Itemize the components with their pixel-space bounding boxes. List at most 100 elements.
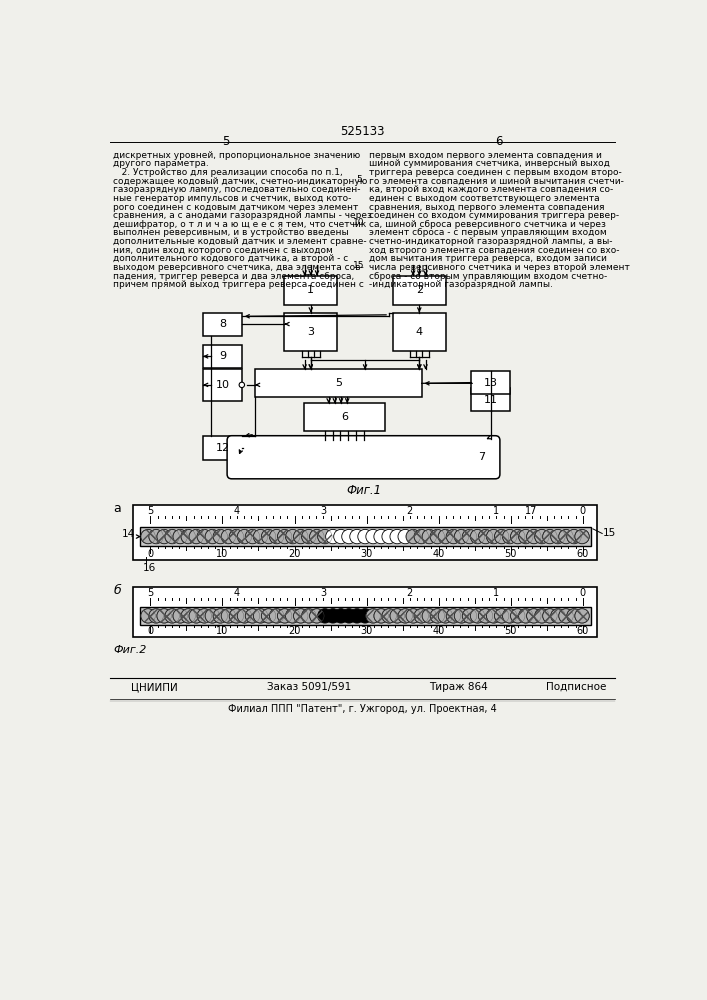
Circle shape — [262, 529, 276, 544]
Circle shape — [414, 609, 428, 623]
Circle shape — [310, 529, 324, 544]
Circle shape — [366, 529, 380, 544]
Circle shape — [374, 609, 388, 623]
Text: 60: 60 — [577, 549, 589, 559]
Circle shape — [575, 609, 590, 623]
Text: сравнения, а с анодами газоразрядной лампы - через: сравнения, а с анодами газоразрядной лам… — [113, 211, 372, 220]
Text: ные генератор импульсов и счетчик, выход кото-: ные генератор импульсов и счетчик, выход… — [113, 194, 351, 203]
Bar — [472, 388, 510, 411]
Circle shape — [157, 609, 171, 623]
Text: 5: 5 — [335, 378, 341, 388]
Bar — [304, 403, 385, 431]
Text: сравнения, выход первого элемента совпадения: сравнения, выход первого элемента совпад… — [369, 203, 604, 212]
Bar — [139, 607, 590, 625]
Bar — [284, 312, 337, 351]
Text: 20: 20 — [288, 626, 300, 636]
Text: Подписное: Подписное — [546, 682, 606, 692]
Circle shape — [189, 529, 204, 544]
Text: 17: 17 — [525, 506, 537, 516]
Text: 525133: 525133 — [339, 125, 384, 138]
Text: 5: 5 — [147, 506, 153, 516]
Circle shape — [398, 609, 412, 623]
Text: элемент сброса - с первым управляющим входом: элемент сброса - с первым управляющим вх… — [369, 228, 607, 237]
Text: 10: 10 — [216, 380, 230, 390]
Text: триггера реверса соединен с первым входом второ-: триггера реверса соединен с первым входо… — [369, 168, 621, 177]
Bar — [472, 371, 510, 394]
Text: 1: 1 — [493, 506, 499, 516]
Circle shape — [446, 529, 461, 544]
Text: 15: 15 — [603, 528, 617, 538]
Circle shape — [422, 529, 437, 544]
Circle shape — [470, 529, 485, 544]
Text: 40: 40 — [433, 549, 445, 559]
Circle shape — [181, 529, 195, 544]
Circle shape — [341, 609, 356, 623]
Text: содержащее кодовый датчик, счетно-индикаторную: содержащее кодовый датчик, счетно-индика… — [113, 177, 368, 186]
Text: соединен со входом суммирования триггера ревер-: соединен со входом суммирования триггера… — [369, 211, 619, 220]
Text: дополнительного кодового датчика, а второй - с: дополнительного кодового датчика, а втор… — [113, 254, 349, 263]
Text: б: б — [113, 584, 121, 597]
Bar — [203, 369, 242, 401]
Bar — [134, 505, 597, 560]
Circle shape — [213, 609, 228, 623]
Circle shape — [430, 529, 445, 544]
Circle shape — [406, 609, 421, 623]
Text: 5: 5 — [222, 135, 229, 148]
Text: Тираж 864: Тираж 864 — [429, 682, 488, 692]
Text: 2. Устройство для реализации способа по п.1,: 2. Устройство для реализации способа по … — [113, 168, 343, 177]
Text: 13: 13 — [484, 378, 498, 388]
Text: 3: 3 — [320, 506, 327, 516]
Text: дискретных уровней, пропорциональное значению: дискретных уровней, пропорциональное зна… — [113, 151, 361, 160]
Circle shape — [286, 609, 300, 623]
Text: ход второго элемента совпадения соединен со вхо-: ход второго элемента совпадения соединен… — [369, 246, 619, 255]
Circle shape — [334, 529, 348, 544]
Circle shape — [494, 609, 509, 623]
Text: сброса - со вторым управляющим входом счетно-: сброса - со вторым управляющим входом сч… — [369, 272, 607, 281]
Text: Фиг.1: Фиг.1 — [346, 484, 381, 497]
Circle shape — [293, 609, 308, 623]
Text: Фиг.2: Фиг.2 — [113, 645, 146, 655]
Text: выходом реверсивного счетчика, два элемента сов-: выходом реверсивного счетчика, два элеме… — [113, 263, 364, 272]
Circle shape — [390, 529, 404, 544]
Text: 30: 30 — [361, 549, 373, 559]
Text: рого соединен с кодовым датчиком через элемент: рого соединен с кодовым датчиком через э… — [113, 203, 358, 212]
Circle shape — [382, 529, 397, 544]
Text: падения, триггер реверса и два элемента сброса,: падения, триггер реверса и два элемента … — [113, 272, 354, 281]
Text: 10: 10 — [216, 549, 228, 559]
Text: 4: 4 — [416, 327, 423, 337]
Text: газоразрядную лампу, последовательно соединен-: газоразрядную лампу, последовательно сое… — [113, 185, 361, 194]
Text: 14: 14 — [122, 529, 135, 539]
Circle shape — [141, 609, 156, 623]
Text: ЦНИИПИ: ЦНИИПИ — [131, 682, 177, 692]
Circle shape — [213, 529, 228, 544]
Circle shape — [197, 529, 211, 544]
Circle shape — [398, 529, 412, 544]
Text: дешифратор, о т л и ч а ю щ е е с я тем, что счетчик: дешифратор, о т л и ч а ю щ е е с я тем,… — [113, 220, 366, 229]
Circle shape — [173, 609, 187, 623]
Circle shape — [326, 529, 340, 544]
Circle shape — [551, 609, 565, 623]
Circle shape — [277, 609, 292, 623]
Circle shape — [527, 609, 541, 623]
Circle shape — [277, 529, 292, 544]
FancyBboxPatch shape — [227, 436, 500, 479]
Circle shape — [358, 529, 373, 544]
Circle shape — [350, 529, 364, 544]
Circle shape — [543, 609, 557, 623]
Text: 2: 2 — [407, 506, 413, 516]
Circle shape — [149, 529, 163, 544]
Circle shape — [479, 529, 493, 544]
Circle shape — [165, 609, 180, 623]
Text: 8: 8 — [219, 319, 226, 329]
Circle shape — [518, 529, 533, 544]
Circle shape — [534, 529, 549, 544]
Circle shape — [189, 609, 204, 623]
Bar — [203, 345, 242, 368]
Text: 60: 60 — [577, 626, 589, 636]
Text: -индикаторной газоразрядной лампы.: -индикаторной газоразрядной лампы. — [369, 280, 553, 289]
Circle shape — [239, 382, 245, 388]
Circle shape — [390, 609, 404, 623]
Circle shape — [510, 529, 525, 544]
Text: единен с выходом соответствующего элемента: единен с выходом соответствующего элемен… — [369, 194, 600, 203]
Circle shape — [534, 609, 549, 623]
